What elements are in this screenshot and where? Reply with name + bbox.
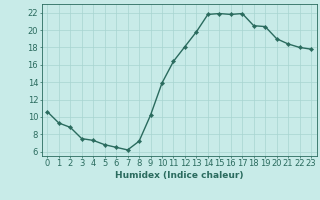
X-axis label: Humidex (Indice chaleur): Humidex (Indice chaleur): [115, 171, 244, 180]
